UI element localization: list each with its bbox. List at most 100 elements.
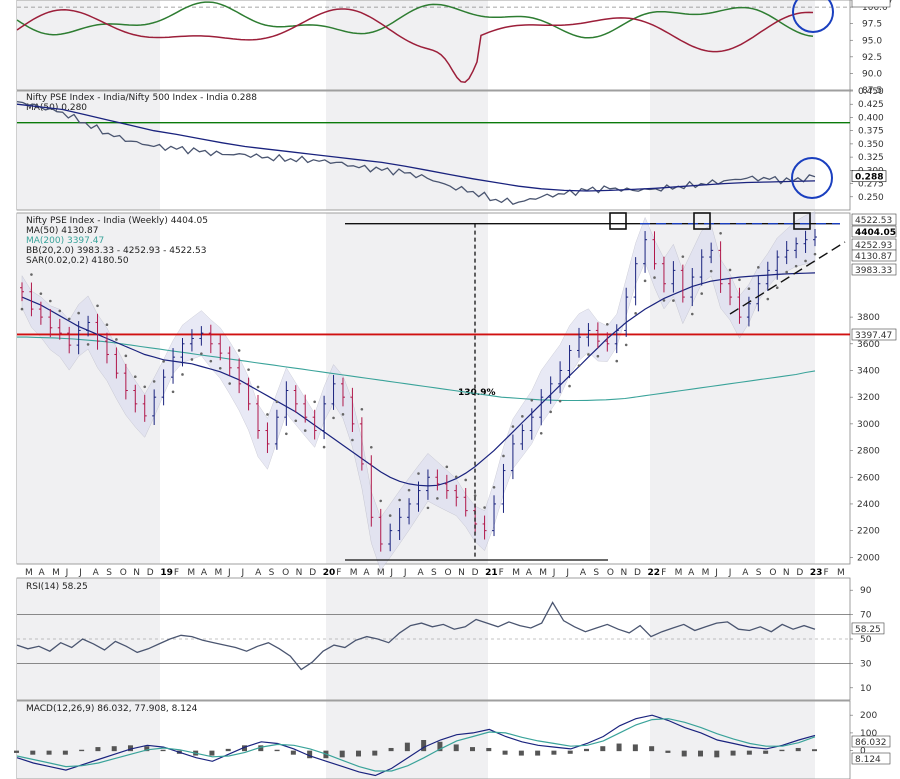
sar-dot bbox=[700, 292, 704, 295]
x-tick-label: O bbox=[445, 568, 452, 578]
sar-dot bbox=[256, 385, 260, 389]
sar-dot bbox=[77, 311, 80, 315]
rally-annotation: 130.9% bbox=[458, 388, 496, 398]
sar-dot bbox=[502, 454, 505, 458]
sar-dot bbox=[757, 266, 760, 269]
x-tick-label: D bbox=[796, 568, 803, 578]
y-tick-label: 100.0 bbox=[862, 3, 888, 13]
last-value-box bbox=[851, 170, 887, 183]
sar-dot bbox=[218, 366, 222, 370]
macd-histogram-bar bbox=[46, 750, 52, 755]
sar-dot bbox=[436, 497, 439, 500]
y-tick-label: 100 bbox=[860, 729, 877, 739]
value-box bbox=[851, 0, 891, 8]
macd-histogram-bar bbox=[128, 745, 133, 752]
y-tick-label: 90.0 bbox=[862, 69, 882, 79]
macd-histogram-bar bbox=[632, 744, 638, 752]
sar-dot bbox=[313, 400, 316, 404]
macd-histogram-bar bbox=[290, 750, 296, 755]
macd-histogram-bar bbox=[111, 746, 117, 752]
macd-histogram-bar bbox=[779, 749, 785, 752]
price-label: 4404.05 bbox=[855, 228, 896, 238]
y-tick-label: 95.0 bbox=[862, 36, 882, 46]
peak-marker bbox=[793, 212, 811, 230]
last-value-label: 0.288 bbox=[855, 173, 883, 183]
ratio-line bbox=[16, 100, 816, 205]
y-tick-label: 50 bbox=[860, 635, 872, 645]
sar-dot bbox=[247, 368, 250, 371]
x-tick-label: M bbox=[214, 568, 222, 578]
y-tick-label: 3400 bbox=[857, 366, 880, 376]
macd-histogram-bar bbox=[372, 750, 378, 756]
y-tick-label: 90 bbox=[860, 586, 872, 596]
sar-dot bbox=[369, 445, 373, 449]
macd-histogram-bar bbox=[518, 750, 524, 756]
x-tick-label: D bbox=[472, 568, 479, 578]
y-tick-label: 0.350 bbox=[858, 140, 884, 150]
macd-histogram-bar bbox=[665, 750, 671, 753]
sar-dot bbox=[303, 429, 307, 432]
year-band bbox=[17, 701, 160, 779]
y-tick-label: 0.375 bbox=[858, 127, 884, 137]
macd-histogram-bar bbox=[698, 750, 703, 757]
x-tick-label: D bbox=[634, 568, 641, 578]
macd-histogram-bar bbox=[535, 750, 541, 756]
x-tick-label: 19 bbox=[160, 568, 173, 578]
x-tick-label: A bbox=[526, 568, 533, 578]
sar-dot bbox=[322, 445, 326, 449]
y-tick-label: 2600 bbox=[857, 473, 880, 483]
x-tick-label: J bbox=[227, 568, 231, 578]
sar-dot bbox=[162, 360, 165, 363]
sar-dot bbox=[464, 478, 468, 482]
sar-dot bbox=[785, 270, 788, 274]
macd-value-label: 8.124 bbox=[855, 755, 881, 765]
x-tick-label: D bbox=[147, 568, 154, 578]
sar-dot bbox=[181, 373, 184, 376]
macd-histogram-bar bbox=[649, 746, 655, 752]
sar-dot bbox=[615, 359, 619, 363]
macd-histogram-bar bbox=[730, 750, 736, 756]
x-tick-label: 23 bbox=[810, 568, 823, 578]
price-ma50-legend: MA(50) 4130.87 bbox=[26, 226, 98, 236]
macd-histogram-bar bbox=[274, 749, 280, 752]
macd-histogram-bar bbox=[502, 750, 508, 755]
price-sar-legend: SAR(0.02,0.2) 4180.50 bbox=[26, 256, 129, 266]
year-band bbox=[650, 91, 815, 210]
x-tick-label: M bbox=[350, 568, 358, 578]
macd-histogram-bar bbox=[616, 743, 622, 752]
macd-histogram-bar bbox=[95, 747, 101, 752]
price-label-box bbox=[851, 225, 897, 238]
x-tick-label: M bbox=[837, 568, 845, 578]
x-tick-label: F bbox=[336, 568, 341, 578]
sar-dot bbox=[190, 358, 194, 361]
macd-histogram-bar bbox=[470, 747, 475, 752]
rs-green-line bbox=[16, 1, 814, 39]
x-tick-label: F bbox=[499, 568, 504, 578]
sar-dot bbox=[351, 438, 354, 442]
x-tick-label: M bbox=[702, 568, 710, 578]
y-tick-label: 92.5 bbox=[862, 53, 882, 63]
sar-dot bbox=[709, 269, 713, 273]
x-tick-label: F bbox=[174, 568, 179, 578]
macd-histogram-bar bbox=[209, 750, 215, 756]
sar-dot bbox=[624, 343, 628, 347]
sar-dot bbox=[341, 413, 345, 416]
x-tick-label: D bbox=[309, 568, 316, 578]
sar-dot bbox=[653, 276, 656, 279]
x-tick-label: A bbox=[93, 568, 100, 578]
x-tick-label: O bbox=[282, 568, 289, 578]
macd-histogram-bar bbox=[486, 747, 492, 752]
rs-red-line bbox=[16, 8, 814, 83]
y-tick-label: 0.325 bbox=[858, 153, 884, 163]
x-tick-label: S bbox=[431, 568, 437, 578]
sar-dot bbox=[379, 499, 383, 503]
peak-marker bbox=[609, 212, 627, 230]
sar-dot bbox=[115, 338, 118, 341]
sar-dot bbox=[30, 273, 33, 276]
price-label: 4522.53 bbox=[855, 216, 892, 226]
sar-dot bbox=[492, 485, 496, 489]
sar-dot bbox=[454, 475, 458, 479]
y-tick-label: 2000 bbox=[857, 553, 880, 563]
sar-dot bbox=[662, 299, 666, 302]
